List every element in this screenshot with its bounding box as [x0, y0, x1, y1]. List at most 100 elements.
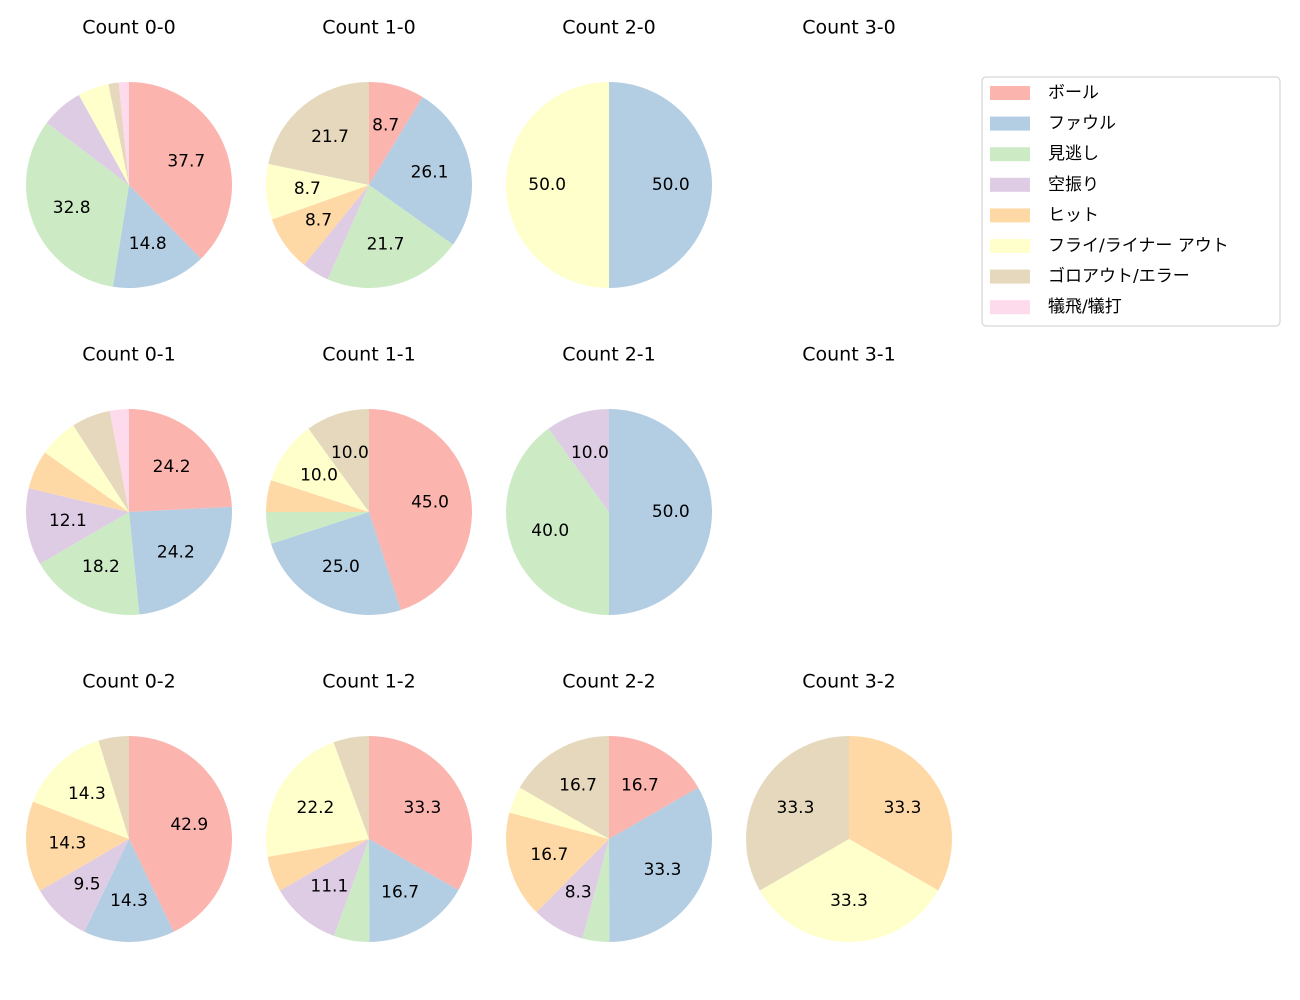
chart-title: Count 1-0 — [322, 17, 416, 39]
value-label: 12.1 — [49, 511, 87, 531]
pie-slice — [369, 82, 423, 185]
pie-slice — [308, 409, 369, 512]
value-label: 33.3 — [884, 798, 922, 818]
pie-slice — [129, 736, 233, 932]
value-label: 8.7 — [305, 211, 332, 231]
pie-slice — [40, 512, 140, 615]
value-label: 26.1 — [411, 163, 449, 183]
value-label: 50.0 — [652, 175, 690, 195]
pie-slice — [369, 736, 473, 891]
value-label: 16.7 — [530, 845, 568, 865]
value-label: 33.3 — [404, 798, 442, 818]
legend-swatch — [990, 239, 1030, 253]
value-label: 24.2 — [153, 457, 191, 477]
pie-slice — [745, 736, 849, 891]
chart-title: Count 3-0 — [802, 17, 896, 39]
pie-slice — [506, 428, 609, 615]
legend-label: ボール — [1048, 83, 1099, 103]
chart-title: Count 1-1 — [322, 344, 416, 366]
pie-slice — [333, 839, 370, 942]
pie-slice — [609, 82, 712, 288]
pie-slice — [609, 409, 712, 615]
pie-slice — [98, 736, 129, 839]
legend-box — [981, 76, 1281, 327]
pie-slice — [33, 740, 129, 839]
legend-label: ゴロアウト/エラー — [1048, 266, 1190, 287]
pie-slice — [509, 787, 609, 839]
value-label: 9.5 — [73, 874, 100, 894]
legend-swatch — [990, 116, 1030, 131]
pie-slice — [609, 736, 699, 839]
value-label: 45.0 — [411, 492, 449, 512]
pie-slice — [129, 506, 232, 615]
chart-title: Count 2-2 — [562, 671, 656, 693]
value-label: 22.2 — [297, 798, 335, 818]
value-label: 10.0 — [331, 443, 369, 463]
legend-label: フライ/ライナー アウト — [1048, 236, 1229, 256]
pie-slice — [582, 839, 610, 942]
pie-slice — [28, 452, 130, 512]
pie-slice — [333, 736, 369, 839]
pie-slice — [271, 512, 401, 615]
legend-swatch — [990, 300, 1030, 315]
pie-slice — [849, 736, 952, 891]
legend-label: 見逃し — [1048, 144, 1099, 164]
legend-label: ファウル — [1048, 114, 1116, 134]
pie-slice — [78, 84, 129, 185]
value-label: 40.0 — [531, 521, 569, 541]
value-label: 11.1 — [310, 876, 348, 896]
value-label: 10.0 — [571, 443, 609, 463]
pie-slice — [73, 410, 129, 512]
value-label: 42.9 — [170, 815, 208, 835]
pie-slice — [44, 425, 130, 512]
value-label: 50.0 — [528, 175, 566, 195]
pie-slice — [759, 839, 939, 942]
pie-slice — [118, 82, 129, 185]
pie-slice — [271, 185, 369, 265]
pie-slice — [369, 409, 473, 610]
value-label: 32.8 — [53, 198, 91, 218]
pie-slice — [279, 839, 369, 936]
legend-label: 空振り — [1048, 175, 1099, 195]
pie-slice — [267, 839, 369, 891]
legend-swatch — [990, 269, 1030, 284]
chart-title: Count 3-2 — [802, 671, 896, 693]
value-label: 21.7 — [367, 235, 405, 255]
value-label: 14.8 — [129, 234, 167, 254]
value-label: 16.7 — [381, 882, 419, 902]
pie-slice — [304, 185, 369, 280]
pie-slice — [109, 409, 129, 512]
pie-slice — [506, 812, 609, 913]
value-label: 8.7 — [372, 115, 399, 135]
value-label: 25.0 — [322, 557, 360, 577]
value-label: 8.3 — [565, 883, 592, 903]
value-label: 21.7 — [311, 127, 349, 147]
pie-slice — [327, 185, 453, 289]
pie-slice — [26, 122, 129, 287]
pie-slice — [506, 82, 609, 288]
pie-slice — [266, 512, 369, 544]
value-label: 37.7 — [167, 152, 205, 172]
value-label: 8.7 — [294, 179, 321, 199]
value-label: 16.7 — [559, 775, 597, 795]
pie-slice — [266, 163, 369, 220]
chart-title: Count 0-2 — [82, 671, 176, 693]
value-label: 24.2 — [157, 542, 195, 562]
legend-swatch — [990, 147, 1030, 162]
value-label: 14.3 — [110, 891, 148, 911]
legend-swatch — [990, 86, 1030, 100]
pie-slice — [536, 839, 609, 939]
pie-slice — [112, 185, 201, 289]
value-label: 50.0 — [652, 502, 690, 522]
legend-label: 犠飛/犠打 — [1048, 297, 1122, 317]
value-label: 14.3 — [48, 834, 86, 854]
pie-slice — [266, 480, 369, 512]
pie-slice — [271, 428, 369, 512]
pie-slice — [369, 839, 459, 942]
value-label: 18.2 — [82, 557, 120, 577]
pie-slice — [266, 742, 369, 857]
value-label: 33.3 — [644, 860, 682, 880]
chart-title: Count 0-0 — [82, 17, 176, 39]
pie-slice — [84, 839, 174, 942]
chart-title: Count 2-1 — [562, 344, 656, 366]
